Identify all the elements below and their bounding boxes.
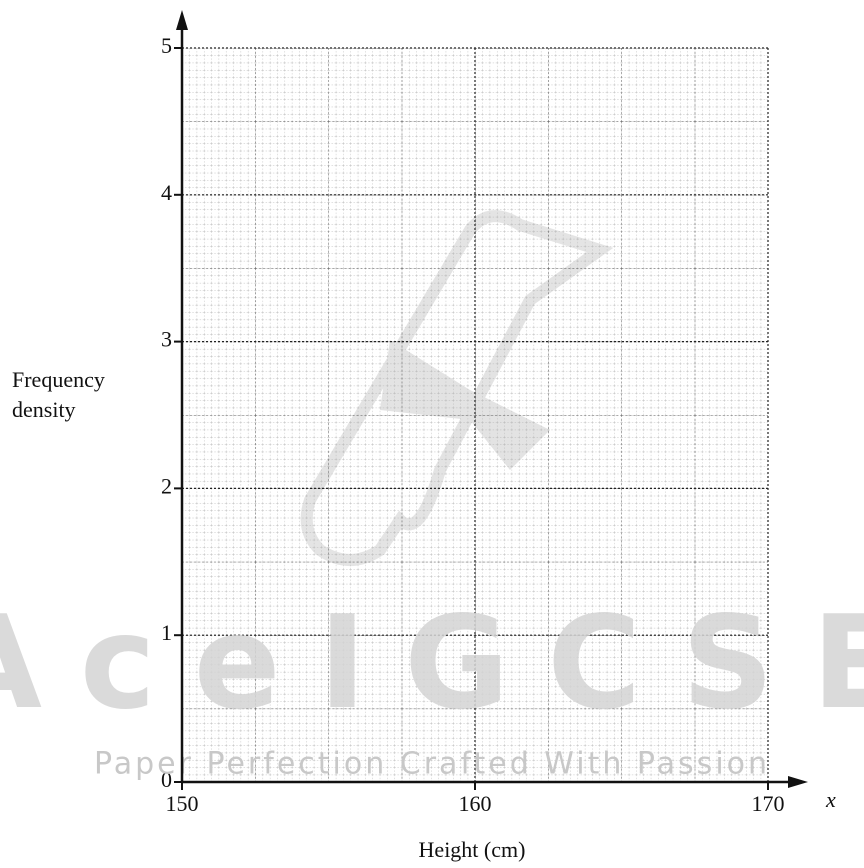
page: 012345150160170 AceIGCSE Paper Perfectio… [0, 0, 864, 868]
y-tick-label: 4 [161, 180, 172, 205]
watermark-title: AceIGCSE [0, 589, 864, 738]
y-axis-title: density [12, 397, 76, 422]
x-axis-arrow [788, 776, 808, 788]
x-tick-label: 170 [752, 791, 785, 816]
x-tick-label: 160 [459, 791, 492, 816]
y-axis-arrow [176, 10, 188, 30]
y-tick-label: 5 [161, 33, 172, 58]
x-axis-title: Height (cm) [419, 837, 526, 862]
y-tick-label: 2 [161, 473, 172, 498]
y-axis-title: Frequency [12, 367, 105, 392]
chart: 012345150160170 AceIGCSE Paper Perfectio… [0, 0, 864, 868]
x-tick-label: 150 [166, 791, 199, 816]
y-tick-label: 3 [161, 327, 172, 352]
watermark-subtitle: Paper Perfection Crafted With Passion [94, 747, 770, 782]
x-axis-symbol: x [825, 787, 836, 812]
